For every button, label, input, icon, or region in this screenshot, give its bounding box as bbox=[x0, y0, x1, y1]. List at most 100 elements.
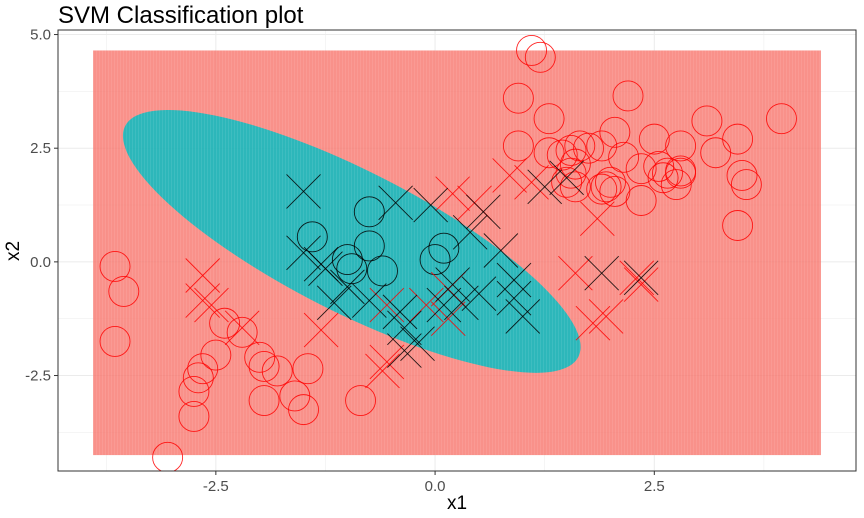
x-tick-label: -2.5 bbox=[203, 478, 229, 495]
axes: -2.5 0.0 2.5 -2.5 0.0 2.5 5.0 bbox=[25, 27, 665, 495]
red-circle-point bbox=[555, 157, 587, 189]
red-cross-point bbox=[369, 344, 405, 380]
black-circle-point bbox=[419, 244, 451, 276]
cross-stroke bbox=[514, 164, 549, 200]
cross-stroke bbox=[584, 255, 620, 291]
cross-stroke bbox=[303, 312, 339, 348]
red-circle-point bbox=[248, 350, 280, 382]
red-circle-point bbox=[502, 130, 534, 162]
cross-stroke bbox=[316, 285, 352, 321]
red-circle-point bbox=[625, 185, 657, 216]
black-cross-point bbox=[316, 285, 352, 321]
cross-stroke bbox=[435, 267, 470, 302]
black-cross-point bbox=[496, 280, 532, 316]
decision-grid-texture bbox=[93, 50, 821, 456]
chart-title: SVM Classification plot bbox=[58, 2, 304, 29]
red-cross-point bbox=[303, 312, 339, 348]
red-circle-point bbox=[99, 325, 131, 357]
cross-stroke bbox=[558, 255, 593, 291]
red-circle-point bbox=[248, 385, 280, 416]
cross-stroke bbox=[400, 326, 435, 362]
red-cross-point bbox=[430, 301, 466, 337]
red-circle-point bbox=[187, 353, 219, 385]
red-circle-point bbox=[226, 316, 258, 348]
red-circle-point bbox=[261, 355, 293, 387]
cross-stroke bbox=[588, 299, 624, 334]
red-cross-point bbox=[194, 287, 229, 323]
red-circle-point bbox=[722, 210, 754, 241]
black-cross-point bbox=[584, 255, 620, 291]
cross-stroke bbox=[308, 251, 343, 287]
red-circle-point bbox=[730, 169, 762, 201]
red-circle-point bbox=[691, 105, 723, 137]
black-cross-point bbox=[382, 294, 418, 330]
black-cross-point bbox=[465, 194, 501, 230]
red-circle-point bbox=[200, 339, 232, 371]
black-circle-point bbox=[353, 196, 385, 228]
red-cross-point bbox=[579, 201, 615, 236]
red-circle-point bbox=[345, 385, 376, 416]
red-cross-point bbox=[185, 258, 221, 293]
cross-stroke bbox=[549, 160, 584, 196]
red-circle-point bbox=[551, 166, 583, 198]
red-circle-point bbox=[559, 171, 591, 203]
cross-stroke bbox=[435, 176, 470, 211]
red-circle-point bbox=[559, 148, 591, 180]
red-cross-point bbox=[575, 305, 611, 341]
cross-stroke bbox=[413, 187, 449, 223]
black-cross-point bbox=[330, 269, 365, 305]
red-circle-point bbox=[647, 162, 679, 194]
black-cross-point bbox=[351, 283, 387, 318]
cross-stroke bbox=[527, 169, 563, 205]
red-circle-point bbox=[546, 139, 578, 171]
red-circle-point bbox=[586, 130, 618, 162]
red-circle-point bbox=[652, 157, 683, 189]
red-circle-point bbox=[288, 394, 319, 426]
red-cross-point bbox=[435, 176, 470, 211]
x-tick-label: 2.5 bbox=[644, 478, 665, 495]
red-circle-point bbox=[533, 103, 565, 135]
red-circle-point bbox=[524, 41, 556, 73]
cross-stroke bbox=[496, 262, 532, 298]
cross-stroke bbox=[387, 333, 422, 368]
red-circle-point bbox=[182, 362, 214, 394]
red-circle-point bbox=[599, 116, 631, 148]
black-cross-point bbox=[461, 276, 497, 312]
red-cross-point bbox=[619, 260, 655, 296]
black-cross-point bbox=[286, 235, 321, 271]
red-circle-point bbox=[555, 135, 587, 166]
red-circle-point bbox=[608, 141, 640, 173]
red-circle-point bbox=[516, 35, 547, 66]
panel-border bbox=[57, 29, 857, 472]
red-circle-point bbox=[108, 275, 140, 307]
black-cross-point bbox=[496, 262, 532, 298]
red-cross-point bbox=[224, 310, 260, 346]
cross-stroke bbox=[505, 299, 541, 334]
red-circle-point bbox=[665, 130, 697, 162]
red-cross-point bbox=[492, 158, 527, 193]
cross-stroke bbox=[492, 158, 527, 193]
black-circle-point bbox=[331, 244, 363, 276]
black-cross-point bbox=[413, 187, 449, 223]
cross-stroke bbox=[330, 269, 365, 305]
cross-stroke bbox=[444, 285, 479, 321]
red-cross-point bbox=[185, 283, 221, 318]
cross-stroke bbox=[194, 287, 229, 323]
y-tick-label: 2.5 bbox=[30, 140, 51, 157]
red-circle-point bbox=[643, 150, 675, 182]
red-circle-point bbox=[586, 173, 618, 205]
y-axis-title: x2 bbox=[3, 241, 24, 261]
black-cross-point bbox=[308, 251, 343, 287]
black-cross-point bbox=[549, 160, 584, 196]
black-cross-point bbox=[623, 260, 659, 296]
cross-stroke bbox=[623, 267, 659, 302]
data-points bbox=[99, 35, 797, 471]
red-circle-point bbox=[766, 103, 797, 135]
cross-stroke bbox=[465, 194, 501, 230]
cross-stroke bbox=[496, 280, 532, 316]
cross-stroke bbox=[382, 294, 418, 330]
cross-stroke bbox=[369, 287, 405, 323]
red-circle-point bbox=[178, 400, 210, 432]
cross-stroke bbox=[461, 276, 497, 312]
